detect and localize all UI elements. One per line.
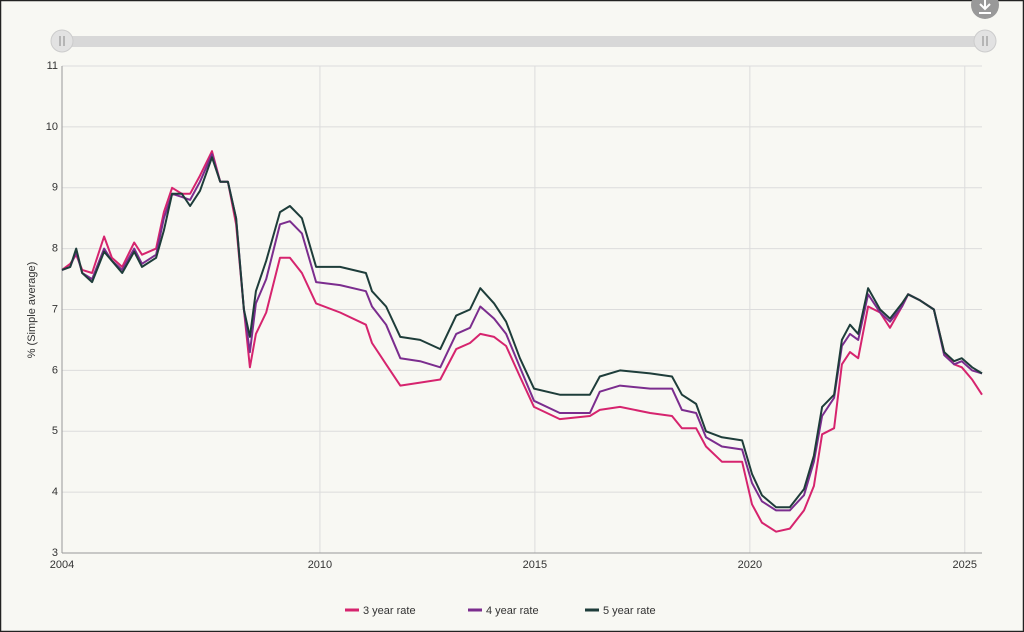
y-tick-label: 5 <box>52 425 58 437</box>
y-tick-label: 8 <box>52 243 58 255</box>
y-tick-label: 7 <box>52 303 58 315</box>
y-tick-label: 3 <box>52 547 58 559</box>
legend-label: 5 year rate <box>603 605 656 617</box>
x-tick-label: 2025 <box>953 559 977 571</box>
legend-label: 4 year rate <box>486 605 539 617</box>
legend-label: 3 year rate <box>363 605 416 617</box>
series-line <box>61 150 983 533</box>
slider-handle-right[interactable] <box>973 29 997 53</box>
slider-handle-left[interactable] <box>50 29 74 53</box>
download-button[interactable] <box>971 0 999 19</box>
y-tick-label: 10 <box>46 121 58 133</box>
series-line <box>61 153 983 512</box>
y-tick-label: 6 <box>52 364 58 376</box>
download-glyph <box>979 0 991 14</box>
range-slider[interactable] <box>50 29 997 53</box>
y-axis-label: % (Simple average) <box>26 262 38 359</box>
slider-track[interactable] <box>62 36 986 47</box>
x-tick-label: 2020 <box>738 559 762 571</box>
series-line <box>61 156 983 509</box>
y-tick-label: 11 <box>47 60 58 72</box>
y-tick-label: 4 <box>52 486 58 498</box>
x-tick-label: 2015 <box>523 559 547 571</box>
x-tick-label: 2004 <box>50 559 74 571</box>
y-tick-label: 9 <box>52 182 58 194</box>
x-tick-label: 2010 <box>308 559 332 571</box>
